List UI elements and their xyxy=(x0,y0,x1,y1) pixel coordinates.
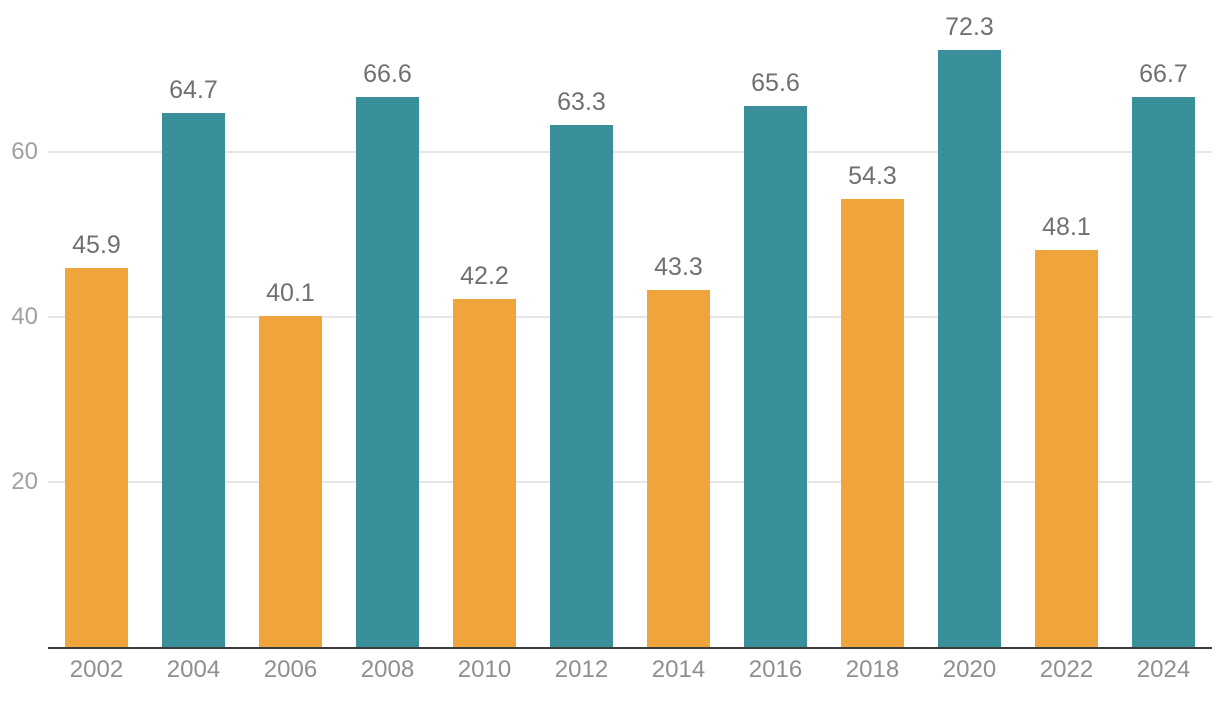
x-tick-label-2014: 2014 xyxy=(651,656,706,683)
bar-value-label: 64.7 xyxy=(169,76,218,105)
bar-group-2008: 66.6 xyxy=(339,59,436,647)
bar-group-2010: 42.2 xyxy=(436,261,533,647)
bar-2016[interactable] xyxy=(744,105,807,647)
bar-value-label: 45.9 xyxy=(72,231,121,260)
gridline xyxy=(48,315,1212,318)
bar-group-2004: 64.7 xyxy=(145,75,242,647)
bar-value-label: 72.3 xyxy=(945,13,994,42)
bar-group-2024: 66.7 xyxy=(1115,59,1212,647)
bar-group-2014: 43.3 xyxy=(630,252,727,647)
bar-value-label: 40.1 xyxy=(266,279,315,308)
bar-2008[interactable] xyxy=(356,97,419,647)
x-tick-label-2006: 2006 xyxy=(263,656,318,683)
x-axis-labels: 2002 2004 2006 2008 2010 2012 2014 2016 2018 2020… xyxy=(48,655,1212,685)
bar-2010[interactable] xyxy=(453,298,516,647)
bar-2024[interactable] xyxy=(1132,96,1195,647)
x-tick-label-2024: 2024 xyxy=(1136,656,1191,683)
bar-group-2018: 54.3 xyxy=(824,161,921,647)
bar-2022[interactable] xyxy=(1035,250,1098,647)
bar-2002[interactable] xyxy=(65,268,128,647)
bar-group-2016: 65.6 xyxy=(727,68,824,647)
y-tick-label: 40 xyxy=(11,302,38,330)
gridline xyxy=(48,480,1212,483)
bar-2004[interactable] xyxy=(162,113,225,647)
x-tick-label-2008: 2008 xyxy=(360,656,415,683)
y-tick-label: 20 xyxy=(11,467,38,495)
bar-value-label: 42.2 xyxy=(460,261,509,290)
bar-group-2012: 63.3 xyxy=(533,87,630,647)
x-tick-label-2018: 2018 xyxy=(845,656,900,683)
plot-area: 45.9 64.7 40.1 66.6 42.2 63.3 43.3 65.6 54.3 72.3… xyxy=(48,0,1212,647)
x-tick-label-2022: 2022 xyxy=(1039,656,1094,683)
y-tick-label: 60 xyxy=(11,137,38,165)
bar-value-label: 63.3 xyxy=(557,87,606,116)
bar-value-label: 43.3 xyxy=(654,252,703,281)
bar-group-2022: 48.1 xyxy=(1018,212,1115,647)
gridlines xyxy=(48,0,1212,647)
bar-group-2006: 40.1 xyxy=(242,278,339,647)
x-axis-line xyxy=(48,647,1212,649)
x-tick-label-2004: 2004 xyxy=(166,656,221,683)
bar-2018[interactable] xyxy=(841,198,904,647)
bar-2014[interactable] xyxy=(647,289,710,647)
gridline xyxy=(48,150,1212,153)
bars-container: 45.9 64.7 40.1 66.6 42.2 63.3 43.3 65.6 54.3 72.3… xyxy=(48,0,1212,647)
y-axis-labels: 20 40 60 xyxy=(0,0,38,647)
bar-value-label: 65.6 xyxy=(751,68,800,97)
x-tick-label-2010: 2010 xyxy=(457,656,512,683)
bar-2012[interactable] xyxy=(550,124,613,647)
bar-value-label: 54.3 xyxy=(848,161,897,190)
bar-value-label: 48.1 xyxy=(1042,213,1091,242)
bar-value-label: 66.7 xyxy=(1139,59,1188,88)
x-tick-label-2002: 2002 xyxy=(69,656,124,683)
x-tick-label-2016: 2016 xyxy=(748,656,803,683)
bar-2020[interactable] xyxy=(938,50,1001,647)
bar-value-label: 66.6 xyxy=(363,60,412,89)
bar-group-2002: 45.9 xyxy=(48,230,145,647)
x-tick-label-2020: 2020 xyxy=(942,656,997,683)
x-tick-label-2012: 2012 xyxy=(554,656,609,683)
bar-group-2020: 72.3 xyxy=(921,12,1018,647)
bar-2006[interactable] xyxy=(259,316,322,647)
